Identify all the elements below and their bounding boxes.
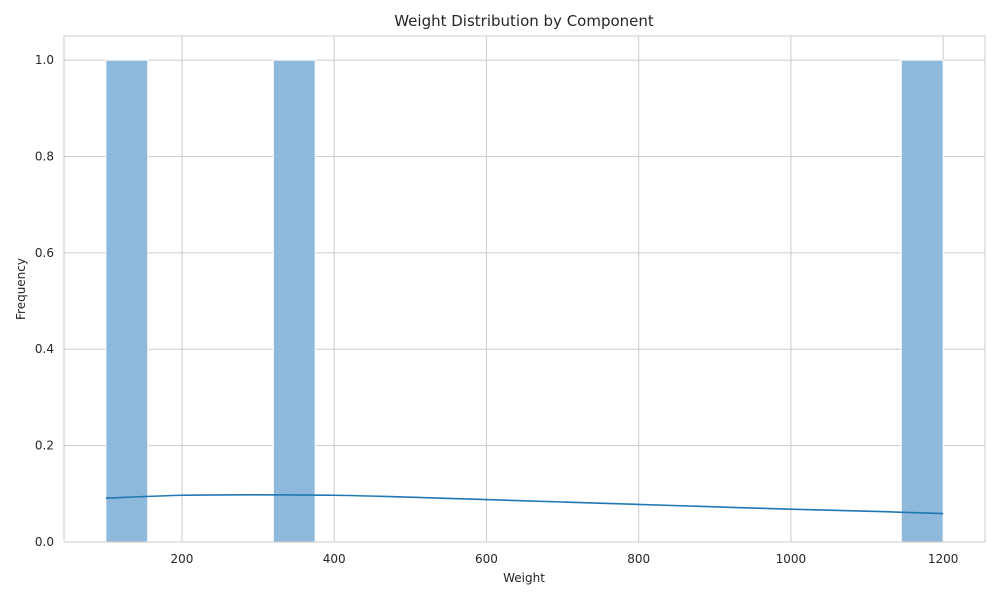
y-tick-label: 0.0 [35,535,54,549]
y-tick-label: 0.6 [35,246,54,260]
kde-curve-layer [105,493,944,515]
x-tick-label: 200 [171,552,194,566]
histogram-bars [105,59,944,543]
y-tick-label: 0.4 [35,342,54,356]
histogram-bar [105,59,149,543]
x-tick-label: 1000 [776,552,807,566]
x-axis-label: Weight [503,571,545,585]
y-tick-label: 0.2 [35,439,54,453]
histogram-bar [272,59,316,543]
chart-title: Weight Distribution by Component [394,12,654,30]
y-axis-ticks: 0.0 0.2 0.4 0.6 0.8 1.0 [35,53,54,549]
y-tick-label: 0.8 [35,149,54,163]
kde-curve [105,493,944,515]
y-tick-label: 1.0 [35,53,54,67]
x-tick-label: 600 [475,552,498,566]
x-tick-label: 400 [323,552,346,566]
x-axis-ticks: 200 400 600 800 1000 1200 [171,552,959,566]
grid-lines [64,36,985,543]
y-axis-label: Frequency [14,258,28,320]
plot-frame [63,35,986,543]
histogram-bar [900,59,944,543]
x-tick-label: 1200 [928,552,959,566]
x-tick-label: 800 [627,552,650,566]
